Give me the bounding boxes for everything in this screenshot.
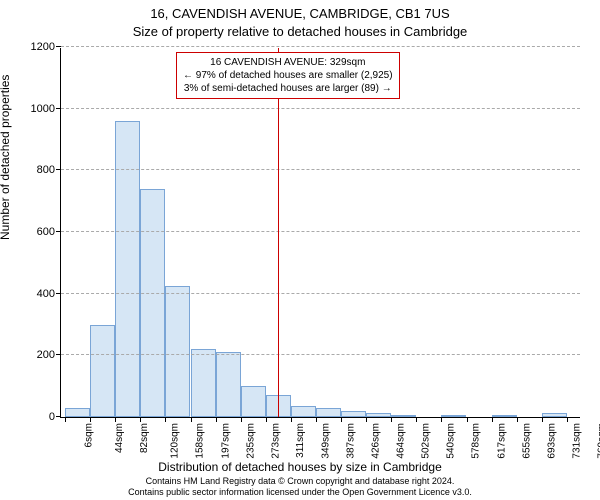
histogram-bar (542, 413, 567, 417)
xtick-label: 311sqm (295, 423, 306, 458)
reference-line (278, 48, 279, 417)
xtick-label: 426sqm (371, 423, 382, 459)
xtick-mark (115, 417, 116, 422)
histogram-bar (492, 415, 517, 417)
histogram-bar (65, 408, 90, 417)
ytick-label: 200 (37, 349, 55, 361)
ytick-mark (56, 293, 61, 294)
grid-line (61, 169, 580, 170)
title-sub: Size of property relative to detached ho… (0, 24, 600, 39)
xtick-label: 655sqm (522, 423, 533, 459)
ytick-label: 1000 (31, 103, 55, 115)
xtick-label: 693sqm (547, 423, 558, 459)
xtick-mark (241, 417, 242, 422)
xtick-mark (291, 417, 292, 422)
xtick-label: 158sqm (195, 423, 206, 459)
xtick-mark (492, 417, 493, 422)
ytick-mark (56, 416, 61, 417)
xtick-label: 44sqm (114, 423, 125, 453)
histogram-bar (191, 349, 216, 417)
ytick-mark (56, 46, 61, 47)
xtick-label: 82sqm (139, 423, 150, 453)
histogram-bar (316, 408, 341, 417)
xtick-mark (140, 417, 141, 422)
annotation-line: 16 CAVENDISH AVENUE: 329sqm (183, 56, 393, 69)
xtick-label: 197sqm (220, 423, 231, 459)
xtick-label: 387sqm (345, 423, 356, 459)
xtick-mark (341, 417, 342, 422)
histogram-bar (291, 406, 316, 417)
ytick-label: 1200 (31, 41, 55, 53)
xtick-mark (216, 417, 217, 422)
xtick-mark (567, 417, 568, 422)
grid-line (61, 231, 580, 232)
footer-line2: Contains public sector information licen… (128, 487, 472, 497)
ytick-label: 0 (49, 411, 55, 423)
histogram-bar (140, 189, 165, 417)
histogram-bar (366, 413, 391, 417)
footer-line1: Contains HM Land Registry data © Crown c… (146, 476, 455, 486)
histogram-bar (90, 325, 115, 418)
xtick-label: 540sqm (446, 423, 457, 459)
xtick-label: 349sqm (320, 423, 331, 459)
histogram-bar (341, 411, 366, 417)
xtick-label: 731sqm (572, 423, 583, 459)
xtick-mark (441, 417, 442, 422)
ytick-mark (56, 354, 61, 355)
x-axis-label: Distribution of detached houses by size … (0, 460, 600, 474)
ytick-label: 800 (37, 164, 55, 176)
xtick-mark (542, 417, 543, 422)
grid-line (61, 108, 580, 109)
xtick-mark (266, 417, 267, 422)
grid-line (61, 293, 580, 294)
annotation-line: 3% of semi-detached houses are larger (8… (183, 82, 393, 95)
xtick-label: 578sqm (471, 423, 482, 459)
xtick-mark (467, 417, 468, 422)
title-main: 16, CAVENDISH AVENUE, CAMBRIDGE, CB1 7US (0, 6, 600, 21)
xtick-mark (191, 417, 192, 422)
xtick-label: 120sqm (170, 423, 181, 459)
grid-line (61, 354, 580, 355)
xtick-label: 464sqm (396, 423, 407, 459)
annotation-line: ← 97% of detached houses are smaller (2,… (183, 69, 393, 82)
histogram-bar (391, 415, 416, 417)
xtick-label: 235sqm (245, 423, 256, 459)
histogram-bar (165, 286, 190, 417)
xtick-mark (316, 417, 317, 422)
histogram-bar (115, 121, 140, 417)
histogram-bar (441, 415, 466, 417)
bars-layer (61, 48, 580, 417)
annotation-box: 16 CAVENDISH AVENUE: 329sqm← 97% of deta… (176, 52, 400, 99)
xtick-label: 617sqm (497, 423, 508, 459)
xtick-label: 502sqm (421, 423, 432, 459)
xtick-mark (366, 417, 367, 422)
chart-container: 16, CAVENDISH AVENUE, CAMBRIDGE, CB1 7US… (0, 0, 600, 500)
ytick-mark (56, 169, 61, 170)
ytick-label: 400 (37, 288, 55, 300)
grid-line (61, 46, 580, 47)
ytick-mark (56, 231, 61, 232)
xtick-label: 6sqm (83, 423, 94, 447)
histogram-bar (241, 386, 266, 417)
xtick-mark (391, 417, 392, 422)
histogram-bar (216, 352, 241, 417)
xtick-mark (90, 417, 91, 422)
xtick-mark (517, 417, 518, 422)
xtick-mark (165, 417, 166, 422)
plot-area: 0200400600800100012006sqm44sqm82sqm120sq… (60, 48, 580, 418)
xtick-mark (416, 417, 417, 422)
ytick-label: 600 (37, 226, 55, 238)
ytick-mark (56, 108, 61, 109)
y-axis-label: Number of detached properties (0, 75, 12, 240)
xtick-label: 273sqm (270, 423, 281, 459)
footer-attribution: Contains HM Land Registry data © Crown c… (8, 476, 592, 498)
xtick-mark (65, 417, 66, 422)
